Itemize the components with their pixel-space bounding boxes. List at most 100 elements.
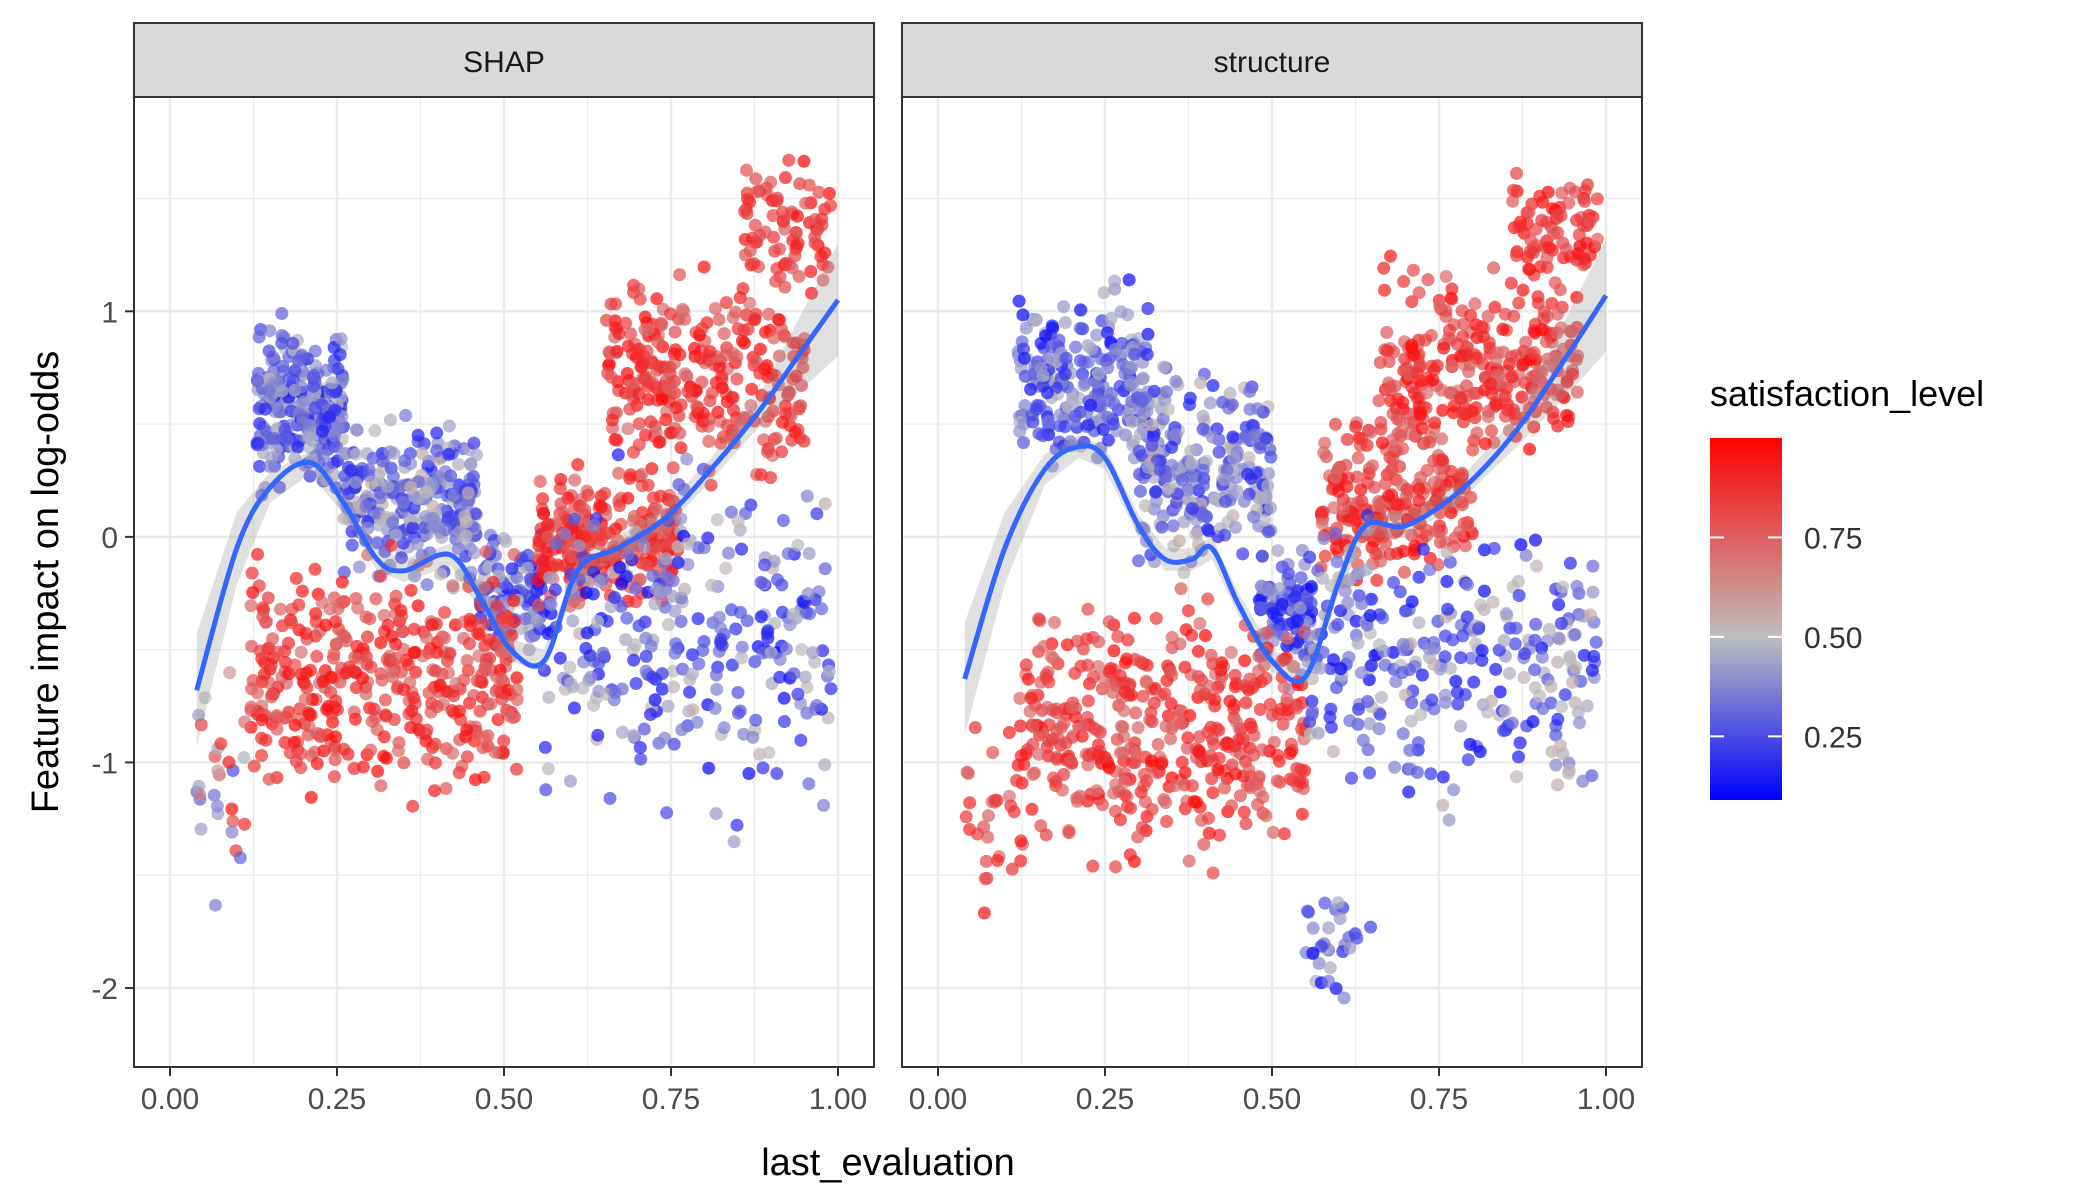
data-point [1549, 728, 1563, 742]
data-point [712, 313, 726, 327]
data-point [1551, 419, 1565, 433]
data-point [1561, 415, 1575, 428]
data-point [1251, 402, 1265, 416]
facet-strip [133, 22, 875, 98]
data-point [1533, 689, 1547, 703]
data-point [1489, 662, 1503, 676]
data-point [1216, 395, 1230, 409]
data-point [459, 515, 473, 529]
data-point [244, 599, 258, 613]
data-point [1069, 409, 1082, 423]
data-point [749, 713, 763, 727]
data-point [330, 637, 343, 651]
data-point [1389, 675, 1403, 689]
data-point [1329, 470, 1343, 484]
data-point [315, 596, 329, 609]
data-point [747, 257, 761, 271]
data-point [1486, 595, 1500, 609]
data-point [776, 415, 789, 429]
data-point [1439, 270, 1453, 283]
data-point [1458, 539, 1472, 553]
data-point [1420, 464, 1434, 477]
data-point [327, 770, 341, 784]
data-point [1327, 653, 1340, 667]
data-point [422, 646, 436, 660]
data-point [1566, 675, 1579, 689]
data-point [800, 680, 814, 694]
data-point [1590, 192, 1604, 206]
data-point [1493, 685, 1507, 699]
data-point [638, 310, 652, 324]
data-point [309, 615, 323, 628]
data-point [430, 700, 444, 714]
data-point [655, 667, 669, 681]
data-point [1363, 609, 1377, 622]
data-point [1132, 554, 1146, 568]
data-point [1322, 921, 1336, 935]
data-point [1405, 595, 1419, 609]
data-point [767, 331, 781, 345]
data-point [1141, 460, 1155, 474]
data-point [1511, 574, 1525, 588]
data-point [1084, 398, 1098, 412]
data-point [681, 537, 695, 551]
data-point [1554, 617, 1568, 630]
data-point [961, 767, 975, 780]
data-point [463, 637, 476, 651]
data-point [1412, 616, 1426, 630]
data-point [558, 527, 572, 541]
data-point [730, 350, 744, 364]
data-point [1397, 275, 1411, 288]
data-point [1014, 834, 1028, 848]
data-point [1436, 403, 1450, 417]
data-point [765, 367, 779, 381]
data-point [1066, 392, 1080, 406]
data-point [1236, 547, 1250, 561]
data-point [1467, 675, 1481, 689]
data-point [1259, 431, 1273, 445]
data-point [257, 667, 271, 681]
data-point [1227, 451, 1241, 465]
data-point [510, 693, 524, 707]
data-point [1145, 418, 1159, 432]
data-point [724, 505, 738, 519]
data-point [1522, 205, 1536, 219]
data-point [1354, 483, 1368, 497]
data-point [422, 686, 436, 700]
data-point [537, 664, 551, 677]
data-point [1260, 626, 1274, 640]
data-point [351, 601, 365, 615]
data-point [1196, 478, 1210, 492]
data-point [537, 506, 550, 520]
data-point [612, 466, 626, 480]
data-point [1160, 385, 1173, 399]
data-point [1578, 194, 1592, 208]
data-point [1192, 745, 1206, 759]
y-axis-ticks: -2 -1 0 1 [91, 296, 134, 1006]
data-point [1158, 687, 1172, 701]
x-tick-label: 0.25 [308, 1083, 366, 1116]
data-point [1264, 501, 1277, 515]
data-point [1489, 398, 1503, 412]
data-point [530, 614, 544, 628]
data-point [1549, 758, 1563, 772]
data-point [756, 761, 770, 775]
data-point [374, 636, 388, 650]
data-point [1414, 708, 1428, 722]
data-point [1010, 774, 1024, 787]
data-point [1590, 232, 1604, 246]
data-point [1438, 688, 1452, 702]
data-point [619, 633, 633, 647]
data-point [1562, 196, 1576, 210]
data-point [1237, 805, 1251, 819]
data-point [1218, 495, 1232, 509]
data-point [444, 469, 458, 483]
data-point [1496, 345, 1510, 359]
data-point [1259, 490, 1273, 504]
data-point [211, 764, 225, 778]
data-point [360, 650, 373, 664]
data-point [522, 643, 536, 657]
data-point [754, 610, 768, 624]
data-point [1050, 706, 1064, 720]
data-point [298, 692, 312, 706]
